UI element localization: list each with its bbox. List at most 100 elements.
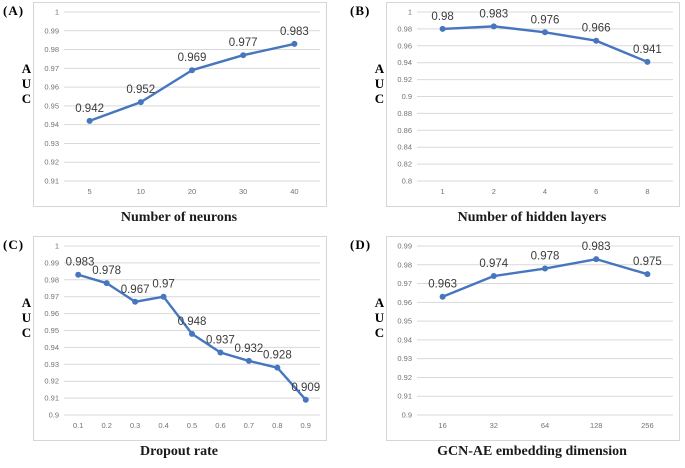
svg-text:0.94: 0.94: [397, 335, 412, 344]
svg-text:0.9: 0.9: [49, 411, 59, 420]
svg-text:0.92: 0.92: [397, 75, 412, 84]
svg-text:0.969: 0.969: [178, 52, 207, 64]
svg-text:0.963: 0.963: [428, 279, 457, 291]
svg-text:0.97: 0.97: [152, 279, 174, 291]
svg-text:0.9: 0.9: [402, 411, 412, 420]
svg-text:0.99: 0.99: [397, 242, 412, 251]
svg-text:1: 1: [55, 242, 59, 251]
svg-text:0.948: 0.948: [178, 316, 207, 328]
svg-text:1: 1: [408, 8, 412, 17]
svg-text:0.3: 0.3: [130, 421, 140, 430]
svg-text:0.9: 0.9: [301, 421, 311, 430]
panel-d-label: (D): [350, 237, 372, 252]
svg-text:8: 8: [645, 187, 649, 196]
svg-text:0.94: 0.94: [44, 120, 59, 129]
svg-text:0.91: 0.91: [44, 177, 59, 186]
x-axis-title: Dropout rate: [140, 444, 218, 459]
svg-text:0.92: 0.92: [44, 377, 59, 386]
svg-text:0.983: 0.983: [280, 26, 309, 38]
svg-text:6: 6: [594, 187, 598, 196]
svg-text:2: 2: [492, 187, 496, 196]
chart-b-box: 1 0.98 0.96 0.94 0.92 0.9 0.88 0.86 0.84 0.82 0.8 1…: [386, 2, 680, 207]
svg-text:1: 1: [55, 8, 59, 17]
svg-text:0.983: 0.983: [66, 257, 95, 269]
y-axis-label-auc: A U C: [374, 295, 385, 340]
svg-text:20: 20: [188, 187, 196, 196]
svg-text:0.93: 0.93: [44, 360, 59, 369]
svg-text:0.84: 0.84: [397, 143, 412, 152]
svg-text:40: 40: [290, 187, 298, 196]
svg-text:0.95: 0.95: [397, 317, 412, 326]
svg-text:0.98: 0.98: [397, 24, 412, 33]
svg-text:4: 4: [543, 187, 547, 196]
panel-a: (A) A U C 1 0.99 0.98 0.97 0.96 0.95 0.94 0.93 0…: [0, 0, 342, 234]
svg-text:256: 256: [641, 421, 654, 430]
svg-text:0.1: 0.1: [73, 421, 83, 430]
svg-text:0.93: 0.93: [44, 139, 59, 148]
svg-text:0.88: 0.88: [397, 109, 412, 118]
svg-text:0.9: 0.9: [402, 92, 412, 101]
svg-text:0.97: 0.97: [397, 279, 412, 288]
svg-text:0.82: 0.82: [397, 160, 412, 169]
svg-text:0.5: 0.5: [187, 421, 197, 430]
x-axis-title: Number of hidden layers: [457, 210, 607, 225]
svg-text:64: 64: [541, 421, 549, 430]
svg-text:0.96: 0.96: [397, 298, 412, 307]
svg-text:0.937: 0.937: [206, 334, 235, 346]
svg-text:0.2: 0.2: [101, 421, 111, 430]
y-axis-label-auc: A U C: [21, 61, 32, 106]
svg-text:0.6: 0.6: [215, 421, 225, 430]
svg-text:0.8: 0.8: [402, 177, 412, 186]
chart-a-plot: 1 0.99 0.98 0.97 0.96 0.95 0.94 0.93 0.92 0.91 5 10…: [44, 8, 320, 196]
x-axis-title: GCN-AE embedding dimension: [437, 444, 627, 459]
svg-text:0.96: 0.96: [44, 83, 59, 92]
svg-text:128: 128: [590, 421, 603, 430]
svg-text:0.98: 0.98: [397, 260, 412, 269]
svg-text:0.978: 0.978: [531, 251, 560, 263]
svg-text:0.96: 0.96: [397, 41, 412, 50]
panel-b: (B) A U C 1 0.98 0.96 0.94 0.92 0.9 0.88 0.86 0.…: [342, 0, 685, 234]
svg-text:0.92: 0.92: [397, 373, 412, 382]
panel-c: (C) A U C 1 0.99 0.98 0.97 0.96 0.95 0.94 0.93 0…: [0, 234, 342, 468]
x-axis-title: Number of neurons: [120, 210, 238, 225]
svg-text:0.977: 0.977: [229, 37, 258, 49]
svg-text:0.98: 0.98: [44, 45, 59, 54]
svg-text:0.95: 0.95: [44, 101, 59, 110]
chart-d-box: 0.99 0.98 0.97 0.96 0.95 0.94 0.93 0.92 0.91 0.9 1…: [386, 236, 680, 441]
svg-text:0.99: 0.99: [44, 26, 59, 35]
svg-text:0.4: 0.4: [158, 421, 168, 430]
svg-text:0.952: 0.952: [126, 84, 155, 96]
svg-text:0.94: 0.94: [44, 343, 59, 352]
svg-text:0.8: 0.8: [272, 421, 282, 430]
svg-text:32: 32: [490, 421, 498, 430]
svg-text:10: 10: [137, 187, 145, 196]
panel-a-label: (A): [3, 3, 25, 18]
svg-text:0.974: 0.974: [479, 258, 508, 270]
svg-text:0.97: 0.97: [44, 292, 59, 301]
svg-text:0.97: 0.97: [44, 64, 59, 73]
svg-text:0.99: 0.99: [44, 258, 59, 267]
svg-text:0.96: 0.96: [44, 309, 59, 318]
svg-text:0.983: 0.983: [479, 8, 508, 20]
svg-text:0.94: 0.94: [397, 58, 412, 67]
panel-d: (D) A U C 0.99 0.98 0.97 0.96 0.95 0.94 0.93 0.…: [342, 234, 685, 468]
svg-text:0.978: 0.978: [92, 265, 121, 277]
y-axis-label-auc: A U C: [21, 295, 32, 340]
svg-text:16: 16: [438, 421, 446, 430]
panel-b-label: (B): [350, 3, 371, 18]
y-axis-label-auc: A U C: [374, 61, 385, 106]
svg-text:0.976: 0.976: [531, 14, 560, 26]
svg-text:0.93: 0.93: [397, 354, 412, 363]
svg-text:0.975: 0.975: [633, 256, 662, 268]
svg-text:0.92: 0.92: [44, 158, 59, 167]
svg-text:5: 5: [88, 187, 92, 196]
chart-c-plot: 1 0.99 0.98 0.97 0.96 0.95 0.94 0.93 0.92 0.91 0.9…: [44, 242, 320, 431]
chart-a-box: 1 0.99 0.98 0.97 0.96 0.95 0.94 0.93 0.92 0.91 5 10…: [33, 2, 327, 207]
svg-text:0.966: 0.966: [582, 23, 611, 35]
svg-text:0.86: 0.86: [397, 126, 412, 135]
svg-text:0.942: 0.942: [75, 103, 104, 115]
svg-text:0.928: 0.928: [263, 350, 292, 362]
chart-b-plot: 1 0.98 0.96 0.94 0.92 0.9 0.88 0.86 0.84 0.82 0.8 1…: [397, 8, 673, 196]
chart-c-box: 1 0.99 0.98 0.97 0.96 0.95 0.94 0.93 0.92 0.91 0.9…: [33, 236, 327, 441]
svg-text:0.7: 0.7: [244, 421, 254, 430]
